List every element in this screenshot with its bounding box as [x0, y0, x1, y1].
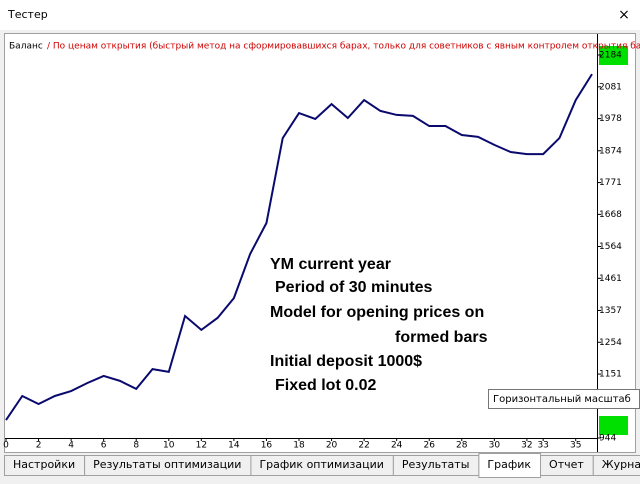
tab-label[interactable]: График [487, 458, 531, 471]
y-tick-label: 1254 [599, 338, 622, 348]
legend-entry: Баланс [9, 42, 43, 52]
tab[interactable]: Результаты оптимизации [85, 456, 251, 476]
y-tick-label: 2184 [599, 51, 622, 61]
x-tick-label: 10 [163, 441, 175, 451]
y-tick-label: 1151 [599, 370, 622, 380]
title-bar [0, 0, 640, 30]
close-button[interactable]: × [618, 7, 630, 23]
annotation: Fixed lot 0.02 [275, 377, 376, 394]
x-tick-label: 16 [261, 441, 273, 451]
chart-subtitle: / По ценам открытия (быстрый метод на сф… [47, 42, 640, 52]
tab[interactable]: Отчет [541, 456, 594, 476]
y-tick-label: 1874 [599, 146, 622, 156]
x-tick-label: 14 [228, 441, 240, 451]
x-tick-label: 0 [3, 441, 9, 451]
x-tick-label: 8 [133, 441, 139, 451]
annotation: Period of 30 minutes [275, 279, 432, 296]
tab[interactable]: Результаты [393, 456, 479, 476]
tab-label[interactable]: Настройки [13, 458, 75, 471]
tab-bar: Настройки Результаты оптимизации График оп… [5, 454, 640, 478]
window-title: Тестер [7, 8, 48, 21]
tab-label[interactable]: Отчет [549, 458, 584, 471]
tab[interactable]: График оптимизации [251, 456, 393, 476]
x-tick-label: 2 [36, 441, 42, 451]
tooltip-text: Горизонтальный масштаб [493, 394, 631, 405]
tick-highlight [599, 416, 628, 435]
x-tick-label: 22 [358, 441, 369, 451]
tab-label[interactable]: Результаты оптимизации [93, 458, 241, 471]
x-tick-label: 6 [101, 441, 107, 451]
x-tick-label: 12 [196, 441, 207, 451]
y-tick-label: 944 [599, 434, 616, 444]
tab-label[interactable]: График оптимизации [259, 458, 383, 471]
x-tick-label: 20 [326, 441, 338, 451]
tab[interactable]: Журнал [593, 456, 640, 476]
x-tick-label: 24 [391, 441, 403, 451]
tab[interactable]: График [479, 454, 541, 478]
annotation: formed bars [395, 329, 488, 346]
y-tick-label: 2081 [599, 82, 622, 92]
y-tick-label: 1564 [599, 242, 622, 252]
tab-label[interactable]: Журнал [602, 458, 640, 471]
annotation: Initial deposit 1000$ [270, 353, 422, 370]
x-tick-label: 30 [489, 441, 501, 451]
tab[interactable]: Настройки [5, 456, 85, 476]
x-tick-label: 26 [423, 441, 435, 451]
tab-label[interactable]: Результаты [402, 458, 470, 471]
annotation: YM current year [270, 256, 391, 273]
x-tick-label: 32 [521, 441, 532, 451]
y-tick-label: 1357 [599, 306, 622, 316]
x-tick-label: 28 [456, 441, 468, 451]
y-tick-label: 1978 [599, 114, 622, 124]
annotation: Model for opening prices on [270, 304, 484, 321]
x-tick-label: 18 [293, 441, 305, 451]
y-tick-label: 1668 [599, 210, 622, 220]
y-tick-label: 1771 [599, 178, 622, 188]
tooltip: Горизонтальный масштаб [489, 390, 640, 409]
y-tick-label: 1461 [599, 274, 622, 284]
x-tick-label: 4 [68, 441, 74, 451]
x-tick-label: 35 [570, 441, 581, 451]
x-tick-label: 33 [537, 441, 548, 451]
